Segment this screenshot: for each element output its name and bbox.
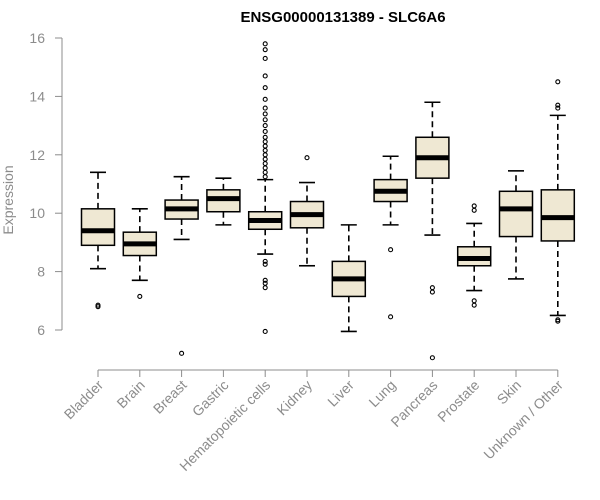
- x-tick-label: Brain: [113, 377, 147, 411]
- box-group: [164, 175, 199, 356]
- y-tick-label: 6: [37, 322, 45, 338]
- outlier-point: [262, 105, 268, 111]
- outlier-point: [262, 128, 268, 134]
- x-tick-label: Skin: [494, 377, 525, 408]
- box-group: [373, 155, 408, 320]
- box-plot-area: [80, 41, 576, 361]
- outlier-point: [262, 169, 268, 175]
- box-group: [540, 79, 576, 324]
- iqr-box: [80, 208, 116, 247]
- outlier-point: [262, 117, 268, 123]
- outlier-point: [262, 277, 268, 283]
- outlier-point: [262, 55, 268, 61]
- box-group: [289, 155, 325, 267]
- outlier-point: [555, 102, 561, 108]
- box-group: [415, 101, 450, 361]
- outlier-point: [429, 289, 435, 295]
- outlier-point: [262, 96, 268, 102]
- outlier-point: [388, 314, 394, 320]
- outlier-point: [429, 285, 435, 291]
- box-group: [80, 171, 116, 310]
- x-tick-label: Prostate: [434, 377, 482, 425]
- x-tick-label: Bladder: [61, 377, 107, 423]
- y-axis: 6 8 10 12 14 16: [29, 30, 63, 338]
- outlier-point: [262, 174, 268, 180]
- outlier-point: [262, 123, 268, 129]
- outlier-point: [262, 261, 268, 267]
- outlier-point: [262, 111, 268, 117]
- y-axis-label: Expression: [0, 165, 16, 234]
- outlier-point: [555, 79, 561, 85]
- chart-title: ENSG00000131389 - SLC6A6: [240, 9, 445, 26]
- outlier-point: [137, 293, 143, 299]
- x-tick-label: Breast: [150, 377, 190, 417]
- outlier-point: [262, 161, 268, 167]
- y-tick-label: 8: [37, 264, 45, 280]
- outlier-point: [262, 41, 268, 47]
- outlier-point: [262, 85, 268, 91]
- outlier-point: [471, 203, 477, 209]
- outlier-point: [262, 147, 268, 153]
- outlier-point: [262, 134, 268, 140]
- outlier-point: [262, 258, 268, 264]
- outlier-point: [262, 156, 268, 162]
- box-group: [456, 203, 492, 308]
- outlier-point: [388, 247, 394, 253]
- outlier-point: [262, 143, 268, 149]
- outlier-point: [95, 304, 101, 310]
- outlier-point: [471, 302, 477, 308]
- outlier-point: [262, 285, 268, 291]
- y-tick-label: 14: [29, 88, 45, 104]
- outlier-point: [179, 350, 185, 356]
- x-tick-label: Liver: [324, 377, 357, 410]
- box-group: [122, 208, 158, 299]
- box-group: [206, 177, 241, 226]
- box-group: [498, 170, 534, 280]
- outlier-point: [262, 165, 268, 171]
- iqr-box: [498, 190, 534, 238]
- outlier-point: [429, 355, 435, 361]
- outlier-point: [555, 318, 561, 324]
- outlier-point: [262, 152, 268, 158]
- outlier-point: [262, 328, 268, 335]
- y-tick-label: 16: [29, 30, 45, 46]
- outlier-point: [262, 139, 268, 145]
- y-tick-label: 10: [29, 205, 45, 221]
- x-tick-label: Lung: [365, 377, 398, 410]
- y-tick-label: 12: [29, 147, 45, 163]
- outlier-point: [262, 47, 268, 53]
- outlier-point: [555, 105, 561, 111]
- x-tick-label: Kidney: [274, 377, 316, 419]
- x-tick-label: Unknown / Other: [480, 377, 566, 463]
- outlier-point: [471, 207, 477, 213]
- outlier-point: [262, 73, 268, 79]
- box-group: [331, 224, 367, 333]
- outlier-point: [304, 155, 310, 161]
- outlier-point: [471, 298, 477, 304]
- box-group: [247, 41, 283, 335]
